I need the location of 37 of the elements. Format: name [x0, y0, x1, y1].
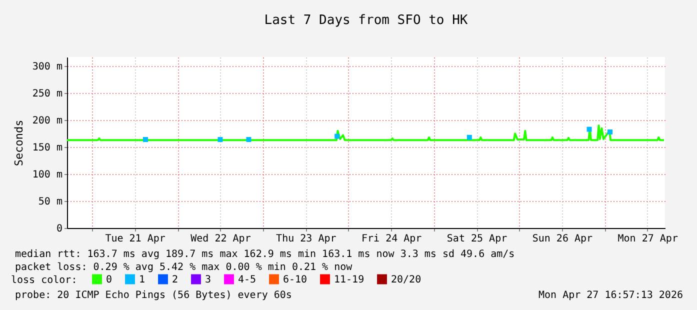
- point: [586, 126, 592, 132]
- x-tick-label: Tue 21 Apr: [105, 234, 166, 244]
- legend-label: 3: [205, 274, 212, 286]
- legend-label: 4-5: [238, 274, 256, 286]
- text: median rtt: 163.7 ms avg 189.7 ms max 162.9 ms min 163.1 ms now 3.3 ms sd 49.6 am/s: [15, 249, 515, 260]
- y-tick-label: 100 m: [32, 170, 62, 181]
- x-tick-label: Sat 25 Apr: [446, 234, 508, 244]
- legend-label: 1: [139, 274, 146, 286]
- point: [142, 137, 148, 142]
- y-tick-label: 200 m: [32, 116, 62, 127]
- text: packet loss: 0.29 % avg 5.42 % max 0.00 % min 0.21 % now: [15, 262, 354, 273]
- y-tick-label: 0: [56, 224, 62, 234]
- x-tick-label: Sun 26 Apr: [532, 234, 593, 244]
- point: [334, 134, 340, 139]
- x-tick-label: Thu 23 Apr: [276, 234, 336, 244]
- line-series: [66, 124, 665, 142]
- x-tick-label: Mon 27 Apr: [618, 234, 678, 244]
- y-tick-label: 50 m: [38, 196, 62, 208]
- point: [246, 137, 252, 142]
- legend-label: 0: [106, 274, 112, 286]
- y-axis-title: Seconds: [12, 120, 26, 166]
- legend-label: 6-10: [283, 274, 308, 286]
- y-tick-label: 150 m: [32, 142, 62, 154]
- y-tick-label: 300 m: [32, 62, 62, 73]
- x-tick-label: Fri 24 Apr: [361, 234, 422, 244]
- x-tick-label: Wed 22 Apr: [190, 234, 251, 244]
- legend-title: loss color:: [11, 275, 78, 286]
- text: Mon Apr 27 16:57:13 2026: [538, 290, 683, 301]
- text: probe: 20 ICMP Echo Pings (56 Bytes) every 60s: [15, 290, 292, 301]
- y-tick-label: 250 m: [32, 88, 62, 100]
- legend-label: 2: [172, 274, 178, 286]
- point: [466, 134, 472, 140]
- legend-label: 11-19: [334, 274, 364, 286]
- chart-title: Last 7 Days from SFO to HK: [264, 13, 468, 28]
- point: [218, 137, 223, 142]
- legend-label: 20/20: [391, 274, 422, 286]
- point: [608, 129, 613, 134]
